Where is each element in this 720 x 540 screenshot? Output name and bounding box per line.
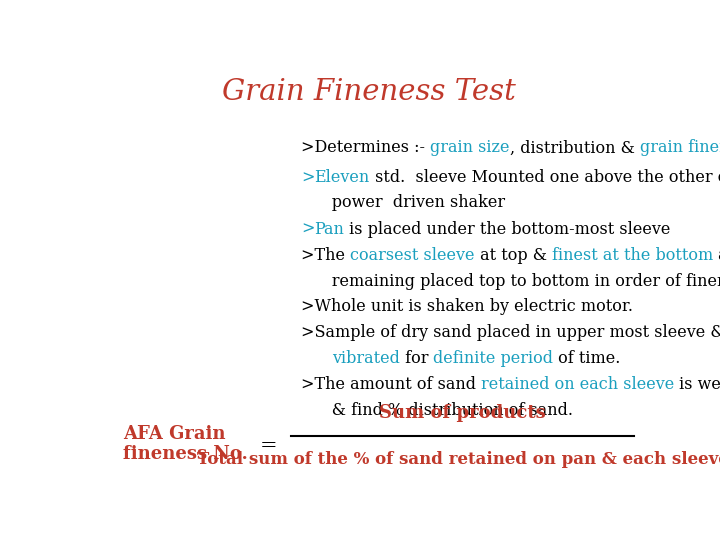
Text: power  driven shaker: power driven shaker: [301, 194, 505, 211]
Text: Sum of products: Sum of products: [379, 404, 546, 422]
Text: fineness No.: fineness No.: [124, 446, 248, 463]
Text: Total sum of the % of sand retained on pan & each sleeve: Total sum of the % of sand retained on p…: [197, 451, 720, 468]
Text: and: and: [713, 247, 720, 264]
Text: >Determines :-: >Determines :-: [301, 139, 430, 157]
Text: >Sample of dry sand placed in upper most sleeve &: >Sample of dry sand placed in upper most…: [301, 325, 720, 341]
Text: Pan: Pan: [315, 220, 344, 238]
Text: >Whole unit is shaken by electric motor.: >Whole unit is shaken by electric motor.: [301, 298, 633, 315]
Text: grain fineness.: grain fineness.: [639, 139, 720, 157]
Text: =: =: [260, 436, 277, 455]
Text: remaining placed top to bottom in order of fineness.: remaining placed top to bottom in order …: [301, 273, 720, 289]
Text: Eleven: Eleven: [315, 170, 369, 186]
Text: Grain Fineness Test: Grain Fineness Test: [222, 78, 516, 106]
Text: definite period: definite period: [433, 350, 553, 367]
Text: >The: >The: [301, 247, 350, 264]
Text: coarsest sleeve: coarsest sleeve: [350, 247, 474, 264]
Text: std.  sleeve Mounted one above the other on: std. sleeve Mounted one above the other …: [369, 170, 720, 186]
Text: is placed under the bottom-most sleeve: is placed under the bottom-most sleeve: [344, 220, 670, 238]
Text: & find % distribution of sand.: & find % distribution of sand.: [301, 402, 573, 419]
Text: >: >: [301, 220, 315, 238]
Text: AFA Grain: AFA Grain: [124, 424, 226, 443]
Text: is weighted: is weighted: [675, 376, 720, 394]
Text: for: for: [400, 350, 433, 367]
Text: of time.: of time.: [553, 350, 621, 367]
Text: , distribution &: , distribution &: [510, 139, 639, 157]
Text: retained on each sleeve: retained on each sleeve: [481, 376, 675, 394]
Text: >The amount of sand: >The amount of sand: [301, 376, 481, 394]
Text: finest at the bottom: finest at the bottom: [552, 247, 713, 264]
Text: at top &: at top &: [474, 247, 552, 264]
Text: grain size: grain size: [430, 139, 510, 157]
Text: vibrated: vibrated: [332, 350, 400, 367]
Text: >: >: [301, 170, 315, 186]
